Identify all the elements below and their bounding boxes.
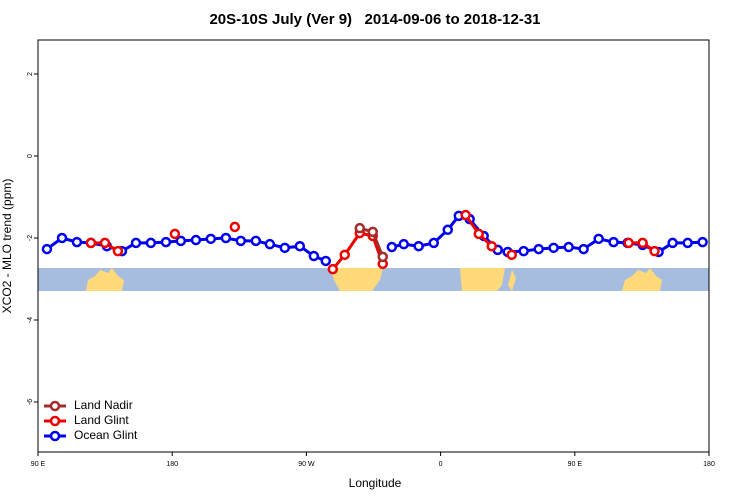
- point: [593, 233, 604, 245]
- x-tick-label: 90 W: [298, 461, 315, 468]
- chart-title: 20S-10S July (Ver 9) 2014-09-06 to 2018-…: [209, 11, 540, 28]
- point: [130, 237, 142, 249]
- x-tick-label: 180: [703, 461, 715, 468]
- point: [682, 237, 693, 249]
- y-tick-label: 0: [27, 154, 34, 158]
- point: [398, 238, 410, 250]
- point: [413, 240, 424, 252]
- point: [145, 237, 157, 249]
- point: [279, 242, 291, 254]
- land-shape: [622, 268, 662, 291]
- point: [229, 221, 241, 233]
- point: [608, 236, 619, 248]
- point: [367, 226, 379, 238]
- point: [518, 245, 529, 257]
- land-shape: [86, 268, 124, 291]
- point: [71, 236, 83, 248]
- point: [486, 240, 497, 252]
- point: [190, 234, 202, 246]
- point: [473, 228, 485, 240]
- point: [169, 228, 181, 240]
- point: [339, 249, 350, 261]
- point: [327, 263, 339, 275]
- point: [160, 236, 172, 248]
- point: [548, 242, 559, 254]
- point: [649, 245, 660, 257]
- point: [578, 243, 589, 255]
- legend-marker: [49, 430, 61, 442]
- legend-label: Ocean Glint: [74, 428, 138, 442]
- point: [112, 245, 124, 257]
- point: [85, 237, 97, 249]
- y-tick-label: 2: [27, 72, 34, 76]
- point: [667, 237, 678, 249]
- point: [99, 237, 111, 249]
- x-tick-label: 0: [439, 461, 443, 468]
- point: [386, 241, 398, 253]
- point: [623, 237, 634, 249]
- point: [264, 238, 276, 250]
- point: [205, 233, 217, 245]
- point: [377, 251, 388, 263]
- point: [354, 222, 366, 234]
- x-tick-label: 180: [166, 461, 178, 468]
- land-shape: [460, 268, 516, 291]
- point: [697, 236, 708, 248]
- y-tick-label: -6: [27, 399, 34, 405]
- y-tick-label: -2: [27, 235, 34, 241]
- point: [56, 232, 68, 244]
- point: [294, 240, 306, 252]
- legend-label: Land Nadir: [74, 398, 133, 412]
- legend-label: Land Glint: [74, 413, 129, 427]
- point: [235, 235, 247, 247]
- x-axis-label: Longitude: [349, 476, 402, 490]
- point: [533, 243, 544, 255]
- point: [428, 237, 439, 249]
- point: [506, 249, 517, 261]
- point: [442, 224, 454, 236]
- y-tick-label: -4: [27, 317, 34, 323]
- point: [250, 235, 262, 247]
- point: [637, 237, 648, 249]
- x-tick-label: 90 E: [568, 461, 583, 468]
- point: [460, 209, 471, 221]
- plot-frame: [37, 39, 710, 453]
- point: [320, 255, 332, 267]
- y-axis-label: XCO2 - MLO trend (ppm): [0, 179, 14, 314]
- map-strip: [38, 268, 709, 291]
- point: [175, 235, 187, 247]
- point: [220, 232, 232, 244]
- land-shape: [330, 268, 383, 291]
- legend-marker: [49, 400, 61, 412]
- point: [308, 250, 320, 262]
- point: [563, 241, 574, 253]
- x-tick-label: 90 E: [31, 461, 46, 468]
- point: [41, 243, 53, 255]
- legend-marker: [49, 415, 61, 427]
